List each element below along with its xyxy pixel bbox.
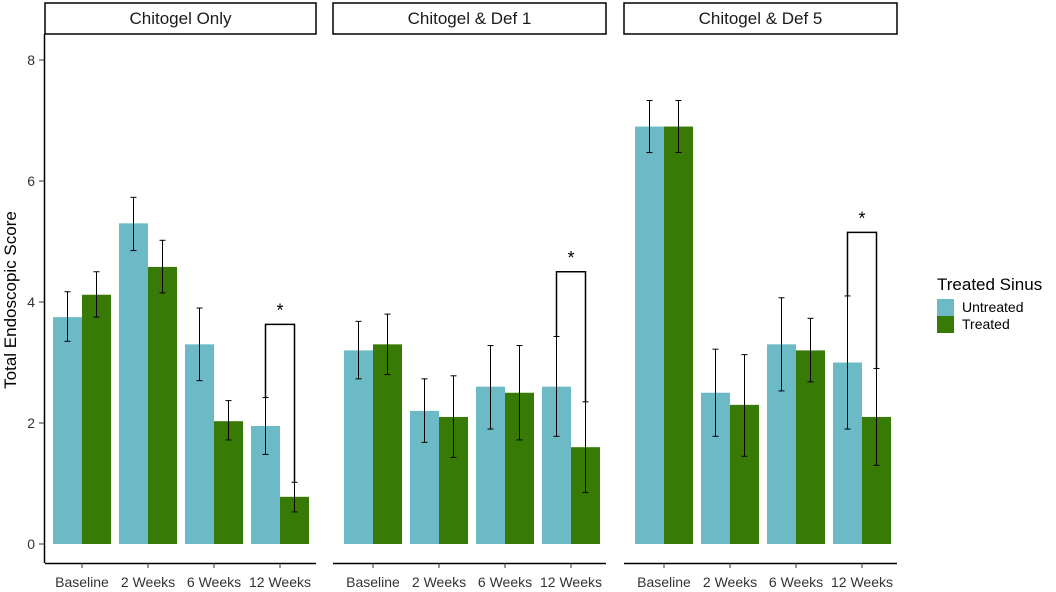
x-tick-label: 12 Weeks [249,574,311,590]
error-bar [159,239,166,294]
error-bar [450,375,457,458]
y-axis-title: Total Endoscopic Score [1,211,20,389]
plot-area: Chitogel Only Baseline 2 Weeks 6 Weeks 12 We… [44,2,898,590]
panel-header-chitogel-only [44,2,317,35]
legend-swatch-treated [937,316,954,333]
y-tick-label: 6 [27,173,35,189]
significance-bracket [846,231,878,369]
x-tick-label: 12 Weeks [831,574,893,590]
x-tick-label: 6 Weeks [478,574,532,590]
x-tick-label: Baseline [55,574,109,590]
panel-header-chitogel-def-1 [332,2,607,35]
error-bar [64,291,71,342]
x-tick-label: 6 Weeks [769,574,823,590]
bar-chitogel-only-6-weeks-treated [214,421,243,544]
panel-header-chitogel-def-5 [623,2,898,35]
panel-title: Chitogel & Def 5 [699,9,823,28]
error-bar [741,354,748,457]
error-bar [646,100,653,154]
error-bar [712,348,719,437]
significance-bracket [264,323,296,483]
error-bar [675,100,682,154]
significance-bracket [555,271,587,402]
legend-swatch-untreated [937,299,954,316]
bar-chitogel-only-2-weeks-untreated [119,223,148,544]
error-bar [225,400,232,441]
bar-chitogel-only-baseline-treated [82,294,111,544]
y-tick-label: 8 [27,52,35,68]
error-bar [196,307,203,382]
error-bar [778,297,785,392]
panel-title: Chitogel Only [129,9,232,28]
x-tick-label: 2 Weeks [121,574,175,590]
x-tick-label: Baseline [346,574,400,590]
bar-chitogel-def-5-baseline-treated [664,126,693,545]
x-tick-label: 2 Weeks [703,574,757,590]
bar-chitogel-only-2-weeks-treated [148,266,177,544]
bar-chitogel-def-5-baseline-untreated [635,126,664,545]
bar-chitogel-def-1-baseline-treated [373,344,402,544]
x-tick-label: 12 Weeks [540,574,602,590]
error-bar [384,313,391,376]
error-bar [93,271,100,318]
significance-marker: * [276,300,283,320]
error-bar [355,320,362,380]
bar-chitogel-def-5-6-weeks-treated [796,350,825,544]
legend-label-untreated: Untreated [962,299,1023,315]
legend-title: Treated Sinus [937,275,1042,294]
x-tick-label: 6 Weeks [187,574,241,590]
significance-marker: * [567,248,574,268]
error-bar [421,378,428,443]
y-tick-label: 0 [27,536,35,552]
error-bar [487,345,494,430]
y-axis: 0 2 4 6 8 [27,34,46,563]
error-bar [130,196,137,252]
bar-chitogel-only-baseline-untreated [53,317,82,544]
y-tick-label: 2 [27,415,35,431]
panel-title: Chitogel & Def 1 [408,9,532,28]
error-bar [807,317,814,383]
x-tick-label: Baseline [637,574,691,590]
legend-label-treated: Treated [962,316,1010,332]
significance-marker: * [858,208,865,228]
y-tick-label: 4 [27,294,35,310]
x-tick-label: 2 Weeks [412,574,466,590]
bar-chitogel-def-1-baseline-untreated [344,350,373,544]
error-bar [516,345,523,441]
